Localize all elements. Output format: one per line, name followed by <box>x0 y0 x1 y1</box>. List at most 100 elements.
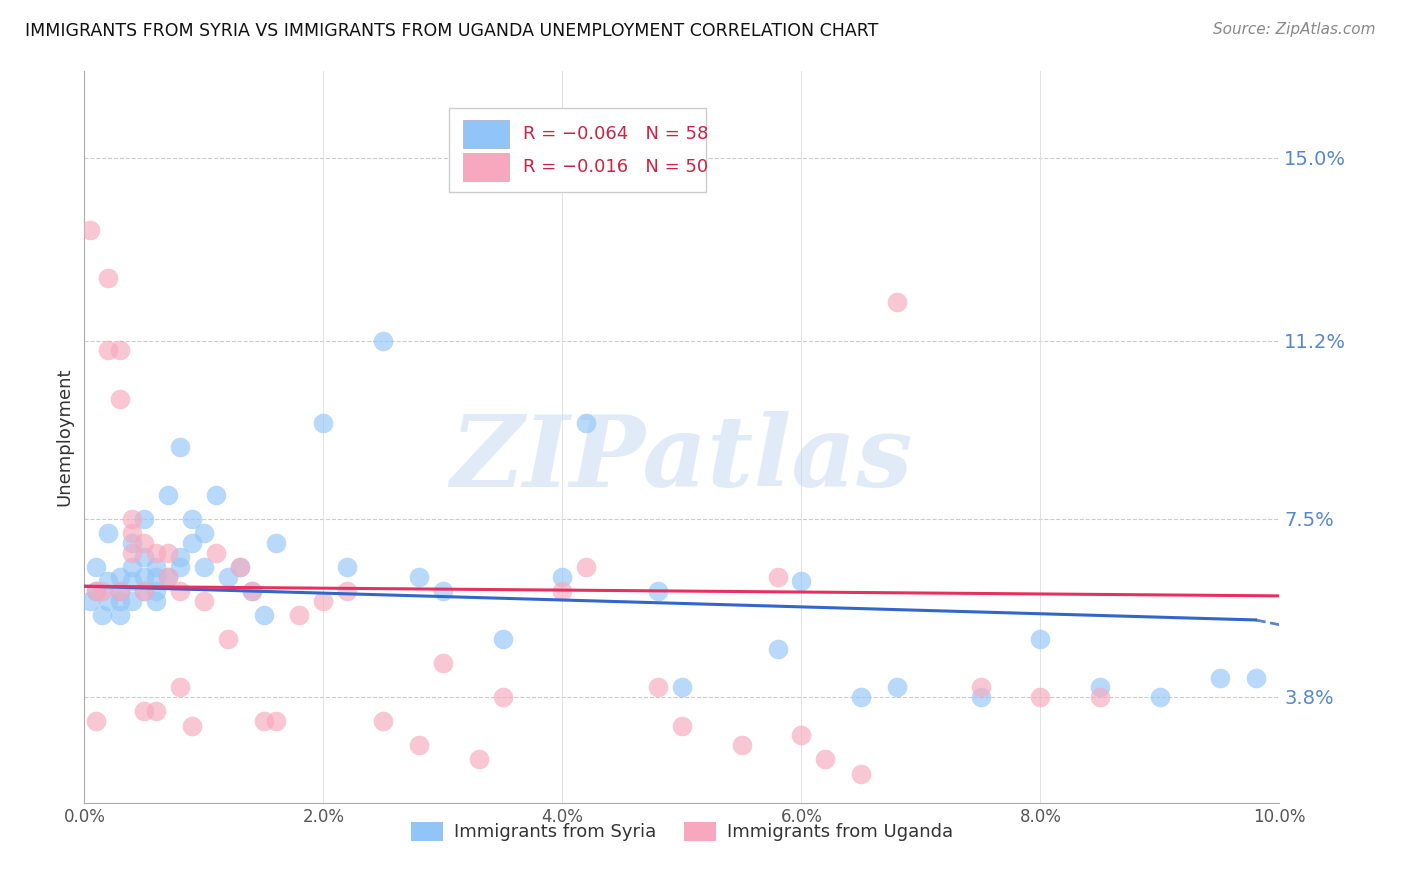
Point <box>132 536 156 550</box>
Point <box>671 681 693 695</box>
Text: R = −0.064   N = 58: R = −0.064 N = 58 <box>523 125 709 144</box>
Point <box>157 569 180 583</box>
Point <box>169 584 191 599</box>
Point <box>790 574 813 589</box>
Point <box>790 728 813 742</box>
Point <box>264 536 287 550</box>
Point <box>145 560 167 574</box>
Point <box>91 608 114 623</box>
FancyBboxPatch shape <box>463 120 509 148</box>
Point <box>86 560 108 574</box>
Point <box>647 681 669 695</box>
Point <box>1090 690 1112 704</box>
Point <box>432 657 454 671</box>
Point <box>253 714 276 728</box>
Point <box>373 714 395 728</box>
Point <box>157 545 180 559</box>
FancyBboxPatch shape <box>463 153 509 181</box>
Point <box>169 560 191 574</box>
Point <box>228 560 252 574</box>
Point <box>253 608 276 623</box>
Point <box>145 545 167 559</box>
Point <box>132 584 156 599</box>
Point <box>193 560 215 574</box>
Point <box>970 690 993 704</box>
Point <box>228 560 252 574</box>
Point <box>145 593 167 607</box>
Point <box>86 584 108 599</box>
Point <box>181 512 204 526</box>
Point <box>575 416 598 430</box>
FancyBboxPatch shape <box>449 108 706 192</box>
Point <box>1149 690 1171 704</box>
Point <box>886 295 908 310</box>
Text: ZIPatlas: ZIPatlas <box>451 411 912 508</box>
Point <box>145 569 167 583</box>
Point <box>110 569 132 583</box>
Point <box>432 584 454 599</box>
Point <box>121 593 143 607</box>
Point <box>132 512 156 526</box>
Point <box>193 593 215 607</box>
Point <box>336 584 359 599</box>
Text: R = −0.016   N = 50: R = −0.016 N = 50 <box>523 158 709 177</box>
Point <box>97 526 120 541</box>
Point <box>169 681 191 695</box>
Point <box>97 593 120 607</box>
Point <box>312 593 335 607</box>
Point <box>121 526 143 541</box>
Point <box>181 536 204 550</box>
Point <box>169 440 191 454</box>
Y-axis label: Unemployment: Unemployment <box>55 368 73 507</box>
Point <box>240 584 263 599</box>
Point <box>132 550 156 565</box>
Point <box>492 690 515 704</box>
Point <box>575 560 598 574</box>
Point <box>86 584 108 599</box>
Point <box>886 681 908 695</box>
Point <box>121 574 143 589</box>
Point <box>79 593 101 607</box>
Point <box>217 632 239 647</box>
Point <box>205 545 228 559</box>
Point <box>1029 632 1052 647</box>
Point <box>312 416 335 430</box>
Point <box>1244 671 1267 685</box>
Text: Source: ZipAtlas.com: Source: ZipAtlas.com <box>1212 22 1375 37</box>
Point <box>551 584 574 599</box>
Point <box>97 343 120 358</box>
Point <box>970 681 993 695</box>
Point <box>766 569 789 583</box>
Point <box>121 545 143 559</box>
Point <box>731 738 754 752</box>
Point <box>157 488 180 502</box>
Point <box>110 593 132 607</box>
Point <box>132 705 156 719</box>
Point <box>110 608 132 623</box>
Point <box>169 550 191 565</box>
Point <box>468 752 491 766</box>
Point <box>193 526 215 541</box>
Point <box>132 584 156 599</box>
Point <box>851 690 873 704</box>
Point <box>1209 671 1232 685</box>
Point <box>492 632 515 647</box>
Point <box>121 512 143 526</box>
Point <box>814 752 837 766</box>
Point <box>1090 681 1112 695</box>
Point <box>91 584 114 599</box>
Text: IMMIGRANTS FROM SYRIA VS IMMIGRANTS FROM UGANDA UNEMPLOYMENT CORRELATION CHART: IMMIGRANTS FROM SYRIA VS IMMIGRANTS FROM… <box>25 22 879 40</box>
Point <box>97 574 120 589</box>
Point <box>264 714 287 728</box>
Point <box>408 569 430 583</box>
Point <box>336 560 359 574</box>
Point <box>181 719 204 733</box>
Point <box>647 584 669 599</box>
Point <box>110 584 132 599</box>
Point <box>110 343 132 358</box>
Point <box>217 569 239 583</box>
Point <box>157 569 180 583</box>
Point <box>766 641 789 656</box>
Point <box>671 719 693 733</box>
Legend: Immigrants from Syria, Immigrants from Uganda: Immigrants from Syria, Immigrants from U… <box>404 814 960 848</box>
